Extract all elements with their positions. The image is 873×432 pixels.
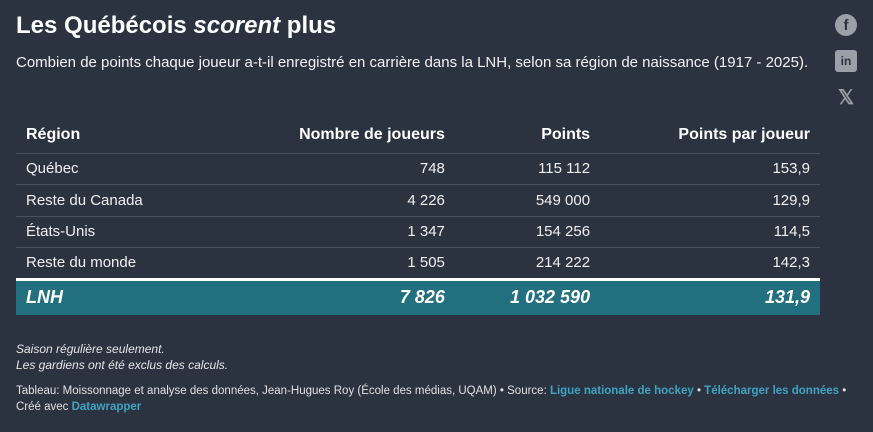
- note: Les gardiens ont été exclus des calculs.: [16, 358, 229, 372]
- created-with-text: • Créé avec: [16, 385, 847, 413]
- cell-players: 7 826: [214, 277, 455, 315]
- datawrapper-link[interactable]: Datawrapper: [71, 401, 142, 413]
- cell-ppp: 131,9: [600, 277, 820, 315]
- cell-ppp: 142,3: [600, 247, 820, 280]
- cell-region: Québec: [16, 153, 215, 185]
- header-region[interactable]: Région: [16, 117, 215, 154]
- cell-region: Reste du Canada: [16, 184, 215, 217]
- table-row: Québec 748 115 112 153,9: [16, 153, 820, 185]
- cell-region: États-Unis: [16, 216, 215, 248]
- footer: Tableau: Moissonnage et analyse des donn…: [16, 383, 856, 415]
- cell-players: 748: [214, 153, 455, 185]
- chart-subtitle: Combien de points chaque joueur a-t-il e…: [16, 54, 809, 71]
- cell-points: 549 000: [454, 184, 601, 217]
- x-icon[interactable]: 𝕏: [837, 86, 855, 109]
- title-emphasis: scorent: [193, 12, 281, 39]
- cell-players: 4 226: [214, 184, 455, 217]
- total-row: LNH 7 826 1 032 590 131,9: [16, 277, 820, 315]
- download-link[interactable]: Télécharger les données: [704, 385, 840, 397]
- social-share: f in 𝕏: [835, 14, 857, 109]
- data-table: Région Nombre de joueurs Points Points p…: [16, 117, 820, 315]
- cell-region: LNH: [16, 277, 215, 315]
- source-link[interactable]: Ligue nationale de hockey: [549, 385, 694, 397]
- chart-title: Les Québécois scorent plus: [16, 12, 336, 40]
- note: Saison régulière seulement.: [16, 342, 165, 356]
- title-text-end: plus: [280, 12, 337, 39]
- cell-ppp: 129,9: [600, 184, 820, 217]
- cell-region: Reste du monde: [16, 247, 215, 280]
- credit-text: Tableau: Moissonnage et analyse des donn…: [16, 385, 550, 397]
- cell-points: 214 222: [454, 247, 601, 280]
- notes: Saison régulière seulement. Les gardiens…: [16, 341, 228, 373]
- cell-points: 1 032 590: [454, 277, 601, 315]
- cell-points: 115 112: [454, 153, 601, 185]
- table-row: Reste du monde 1 505 214 222 142,3: [16, 247, 820, 280]
- facebook-icon[interactable]: f: [835, 14, 857, 36]
- cell-points: 154 256: [454, 216, 601, 248]
- table-header: Région Nombre de joueurs Points Points p…: [16, 117, 820, 154]
- title-text: Les Québécois: [16, 12, 194, 39]
- table-row: Reste du Canada 4 226 549 000 129,9: [16, 184, 820, 217]
- cell-ppp: 114,5: [600, 216, 820, 248]
- header-ppp[interactable]: Points par joueur: [600, 117, 820, 154]
- cell-ppp: 153,9: [600, 153, 820, 185]
- cell-players: 1 347: [214, 216, 455, 248]
- table-row: États-Unis 1 347 154 256 114,5: [16, 216, 820, 248]
- separator: •: [693, 385, 705, 397]
- header-players[interactable]: Nombre de joueurs: [214, 117, 455, 154]
- linkedin-icon[interactable]: in: [835, 50, 857, 72]
- header-points[interactable]: Points: [454, 117, 601, 154]
- cell-players: 1 505: [214, 247, 455, 280]
